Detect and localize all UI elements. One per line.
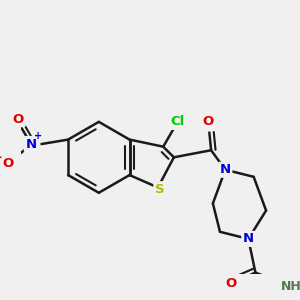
- Text: N: N: [243, 232, 254, 245]
- Text: +: +: [34, 131, 42, 141]
- Text: O: O: [2, 157, 14, 170]
- Text: N: N: [25, 137, 36, 151]
- Text: O: O: [202, 116, 213, 128]
- Text: N: N: [220, 163, 231, 176]
- Text: O: O: [225, 277, 236, 290]
- Text: -: -: [0, 151, 2, 164]
- Text: Cl: Cl: [170, 116, 184, 128]
- Text: O: O: [13, 113, 24, 126]
- Text: S: S: [155, 183, 164, 196]
- Text: NH: NH: [280, 280, 300, 293]
